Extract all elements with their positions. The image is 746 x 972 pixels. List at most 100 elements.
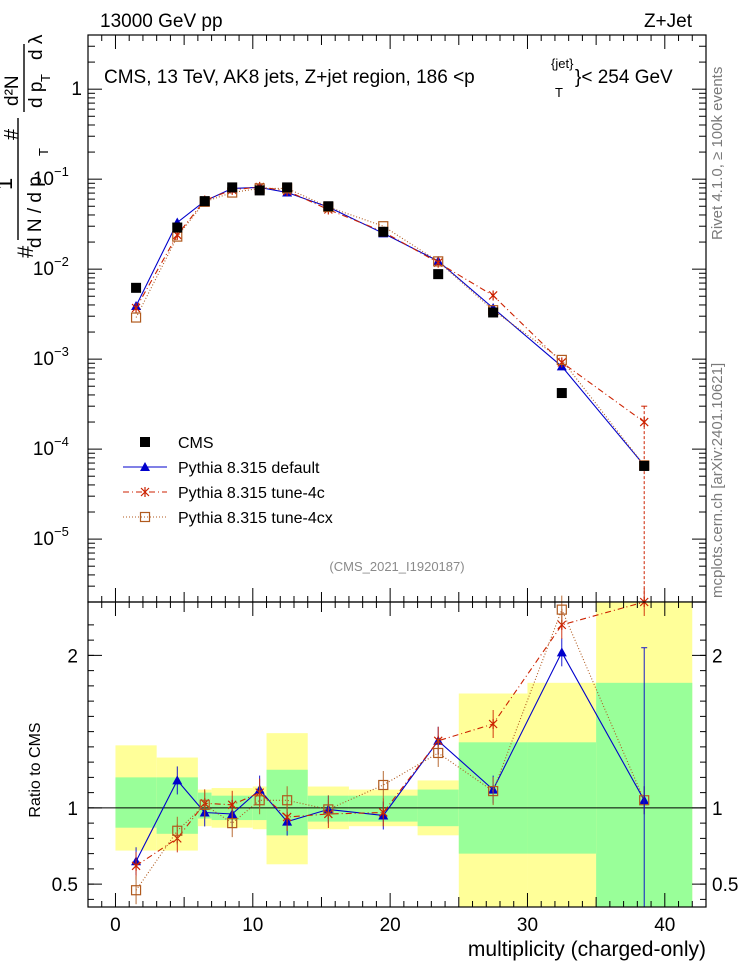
ratio-ytick-label: 1 bbox=[67, 799, 78, 820]
point-tune4c bbox=[488, 290, 498, 301]
legend-label-tune4c: Pythia 8.315 tune-4c bbox=[178, 485, 325, 502]
ylabel-num: d²N bbox=[2, 75, 23, 106]
ratio-ylabel: Ratio to CMS bbox=[27, 722, 44, 817]
legend-marker-tune4c bbox=[140, 487, 150, 497]
main-ytick-label: 10 bbox=[33, 259, 54, 280]
ratio-point-tune4c bbox=[227, 799, 237, 810]
main-ytick-label: 1 bbox=[71, 79, 82, 100]
legend-marker-cms bbox=[140, 437, 150, 447]
ratio-point-tune4cx bbox=[556, 604, 567, 615]
point-tune4c bbox=[131, 303, 141, 314]
ratio-point-tune4c bbox=[488, 719, 498, 729]
ratio-point-tune4cx bbox=[254, 795, 265, 806]
ratio-point-tune4cx bbox=[199, 799, 210, 810]
series-line-tune4cx bbox=[135, 187, 645, 466]
ratio-ytick-label-right: 0.5 bbox=[712, 875, 738, 896]
ratio-point-tune4c bbox=[131, 860, 141, 871]
point-cms bbox=[488, 307, 499, 318]
ratio-xtick-label: 0 bbox=[110, 915, 121, 936]
ratio-xtick-label: 20 bbox=[380, 915, 401, 936]
ratio-xtick-label: 40 bbox=[654, 915, 675, 936]
ylabel-hash: # bbox=[13, 245, 38, 258]
ylabel-den2-tail: d λ bbox=[26, 34, 47, 60]
header-left: 13000 GeV pp bbox=[100, 11, 223, 32]
ratio-point-tune4cx bbox=[227, 818, 238, 829]
ratio-axes: 0.5 0.51 12 20 10 20 30 40 bbox=[52, 602, 738, 936]
point-cms bbox=[556, 388, 567, 399]
main-title-tail: }< 254 GeV bbox=[575, 67, 673, 88]
ratio-point-tune4cx bbox=[130, 885, 142, 896]
main-ytick-label: 10 bbox=[33, 349, 54, 370]
main-ytick-exponent: −3 bbox=[54, 344, 69, 359]
ylabel-den2: d p bbox=[26, 82, 47, 108]
ratio-ytick-label-right: 2 bbox=[712, 646, 723, 667]
point-cms bbox=[172, 222, 183, 233]
ratio-line-tune4c bbox=[135, 601, 645, 867]
main-ylabel: # 1 d N / d p T # d²N d p T d λ bbox=[0, 34, 53, 258]
header-right: Z+Jet bbox=[644, 11, 693, 32]
ratio-band-inner bbox=[115, 777, 157, 828]
main-axes: 10 −510 −410 −310 −210 −11 bbox=[33, 34, 707, 603]
ratio-point-default bbox=[556, 647, 567, 657]
main-ytick-label: 10 bbox=[33, 529, 54, 550]
ratio-ytick-label: 2 bbox=[67, 646, 78, 667]
point-cms bbox=[131, 282, 142, 293]
main-ytick-label: 10 bbox=[33, 169, 54, 190]
main-title-sup: {jet} bbox=[551, 56, 574, 71]
main-ytick-exponent: −5 bbox=[54, 524, 69, 539]
point-tune4c bbox=[557, 357, 567, 368]
watermark: (CMS_2021_I1920187) bbox=[329, 559, 464, 574]
ylabel-one: 1 bbox=[0, 178, 17, 190]
point-tune4cx bbox=[556, 354, 567, 366]
main-marks bbox=[130, 181, 650, 602]
rivet-label: Rivet 4.1.0, ≥ 100k events bbox=[709, 67, 726, 240]
legend-marker-tune4cx bbox=[139, 511, 151, 523]
ratio-xtick-label: 30 bbox=[517, 915, 538, 936]
legend-label-tune4cx: Pythia 8.315 tune-4cx bbox=[178, 510, 333, 527]
ratio-point-default bbox=[172, 775, 183, 785]
main-panel: 10 −510 −410 −310 −210 −11 CMS, 13 TeV, AK8 j… bbox=[0, 34, 707, 603]
series-line-tune4c bbox=[135, 186, 645, 423]
main-ytick-exponent: −1 bbox=[54, 164, 69, 179]
point-cms bbox=[254, 185, 265, 196]
point-cms bbox=[199, 196, 210, 207]
ratio-point-tune4cx bbox=[488, 785, 499, 797]
ylabel-hash2: # bbox=[1, 128, 23, 140]
point-cms bbox=[378, 226, 389, 237]
point-tune4cx bbox=[130, 312, 142, 323]
point-cms bbox=[227, 182, 238, 193]
ratio-marks bbox=[88, 588, 706, 907]
ratio-xtick-label: 10 bbox=[242, 915, 263, 936]
ratio-point-tune4cx bbox=[172, 825, 183, 836]
main-ytick-exponent: −4 bbox=[54, 434, 69, 449]
point-cms bbox=[433, 269, 444, 280]
ratio-ytick-label: 0.5 bbox=[52, 875, 78, 896]
mcplots-label: mcplots.cern.ch [arXiv:2401.10621] bbox=[709, 363, 726, 598]
ratio-point-tune4c bbox=[378, 807, 388, 818]
main-title: CMS, 13 TeV, AK8 jets, Z+jet region, 186… bbox=[104, 67, 475, 88]
series-line-default bbox=[135, 186, 645, 466]
main-title-text: CMS, 13 TeV, AK8 jets, Z+jet region, 186… bbox=[104, 67, 475, 88]
ratio-point-tune4cx bbox=[282, 795, 293, 806]
ratio-frame bbox=[87, 601, 707, 908]
ratio-panel: 0.5 0.51 12 20 10 20 30 40 Ratio to CMS multipl… bbox=[27, 588, 738, 961]
ylabel-den2-sub: T bbox=[38, 74, 53, 82]
legend-label-default: Pythia 8.315 default bbox=[178, 460, 320, 477]
point-cms bbox=[323, 201, 334, 212]
main-ytick-exponent: −2 bbox=[54, 254, 69, 269]
ylabel-den1: d N / d p bbox=[25, 176, 46, 248]
point-cms bbox=[282, 182, 293, 193]
point-tune4cx bbox=[433, 256, 444, 267]
legend-marker-default bbox=[140, 462, 150, 471]
ratio-band-inner bbox=[527, 742, 597, 854]
ratio-point-tune4cx bbox=[323, 804, 334, 815]
ylabel-den1-sub: T bbox=[36, 148, 51, 156]
ratio-line-tune4cx bbox=[135, 608, 645, 891]
legend: CMS Pythia 8.315 default Pythia 8.315 tune… bbox=[123, 435, 333, 527]
x-axis-label: multiplicity (charged-only) bbox=[468, 938, 706, 961]
ratio-point-tune4cx bbox=[378, 779, 389, 791]
main-title-sub: T bbox=[555, 85, 563, 100]
legend-label-cms: CMS bbox=[178, 435, 214, 452]
ratio-point-tune4cx bbox=[433, 747, 444, 759]
